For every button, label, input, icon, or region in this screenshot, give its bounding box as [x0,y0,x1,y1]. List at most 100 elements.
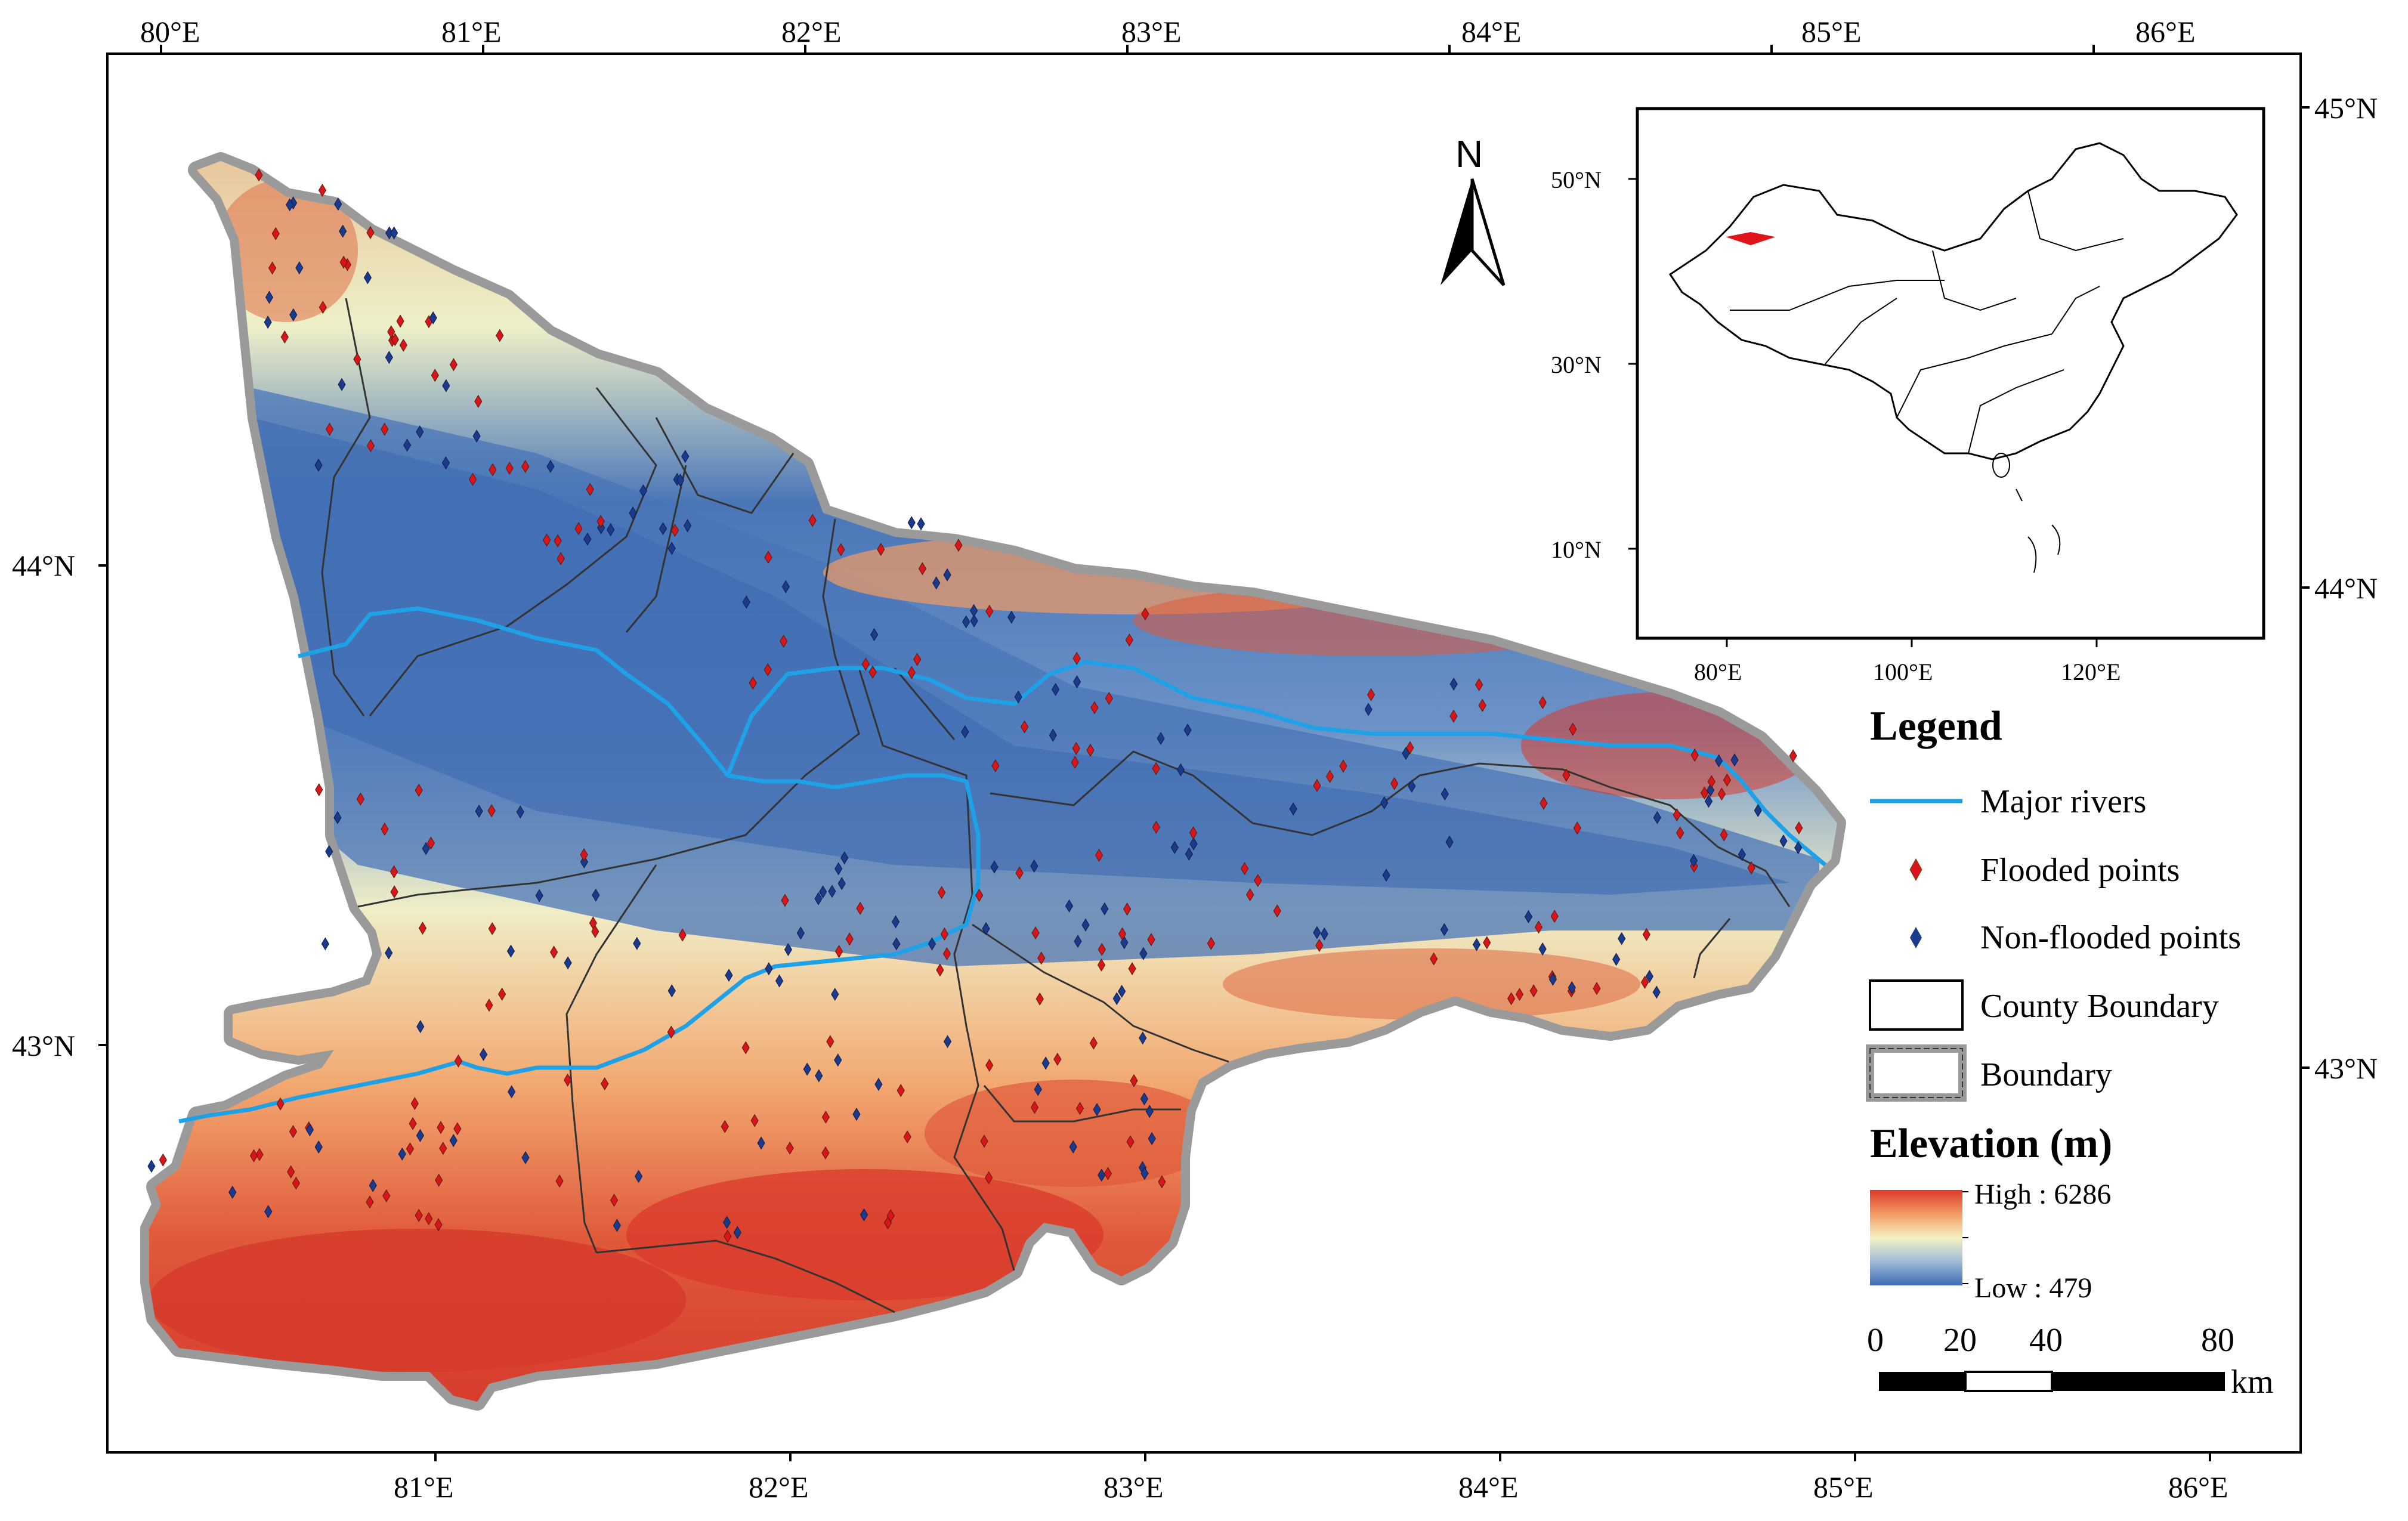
legend-item-label: Boundary [1980,1056,2112,1093]
non-flooded-point [334,197,342,211]
non-flooded-point [1069,1140,1077,1154]
non-flooded-point [1112,992,1121,1006]
flooded-point [918,562,927,576]
non-flooded-point [932,576,941,590]
flooded-point [366,225,375,239]
flooded-point [399,338,407,352]
flooded-point [845,932,854,946]
flooded-point [1676,826,1684,840]
flooded-point [991,759,1000,772]
non-flooded-point [449,1134,458,1148]
right-lat-label: 45°N [2314,91,2378,125]
flooded-point [764,551,772,564]
flooded-point [1325,769,1334,783]
flooded-point [780,635,788,648]
flooded-point [1562,768,1571,782]
non-flooded-point [1449,677,1458,691]
non-flooded-point [479,1047,488,1061]
non-flooded-point [398,1147,406,1161]
flooded-point [954,539,963,552]
non-flooded-point [286,198,294,212]
flooded-point [488,922,496,935]
flooded-point [574,522,583,536]
non-flooded-point [943,1035,952,1049]
flooded-point [292,1176,300,1190]
flooded-point [1515,988,1524,1001]
non-flooded-point [928,937,936,951]
non-flooded-point [1548,972,1557,986]
bottom-lon-label: 83°E [1103,1470,1164,1504]
flooded-point [907,666,916,679]
non-flooded-point [1145,1105,1154,1118]
flooded-point [366,1195,374,1209]
flooded-point [1037,951,1046,965]
non-flooded-point [1185,847,1193,861]
non-flooded-point [1093,1103,1101,1117]
non-flooded-point [725,969,733,982]
flooded-point [861,657,870,671]
flooded-point [255,168,263,182]
flooded-point [1152,820,1160,834]
flooded-point [391,333,399,347]
non-flooded-point [506,944,515,958]
flooded-point [808,514,817,527]
non-flooded-point [1645,970,1653,983]
flooded-point [271,227,280,240]
study-area-highlight [1726,231,1776,246]
flooded-point [339,255,348,269]
non-flooded-point [1189,837,1198,851]
right-lat-label: 44°N [2314,571,2378,605]
non-flooded-point [917,517,925,531]
flooded-point [1339,759,1347,773]
non-flooded-point [970,604,978,617]
flooded-point [431,369,439,382]
flooded-point [1538,695,1547,709]
non-flooded-point [860,1208,868,1222]
flooded-point [159,1153,167,1167]
flooded-point [289,1125,298,1139]
flooded-point [1569,722,1577,736]
non-flooded-point [1170,840,1179,854]
non-flooded-point [840,851,849,865]
non-flooded-point [264,1205,273,1219]
non-flooded-point [1568,981,1576,994]
non-flooded-point [403,438,412,452]
flooded-point [1075,1102,1084,1115]
non-flooded-point [1472,938,1481,951]
flooded-point [940,928,948,941]
flooded-point [834,945,843,959]
top-lon-label: 83°E [1121,15,1182,48]
flooded-point [498,987,506,1001]
flooded-point [1475,678,1483,691]
flooded-point [396,314,404,328]
flooded-point [985,604,994,618]
county-boundaries [321,298,1791,1313]
non-flooded-point [874,1078,883,1091]
non-flooded-point [1704,794,1713,808]
flooded-point [381,823,389,836]
non-flooded-point [765,962,773,976]
non-flooded-point [1364,703,1373,716]
flooded-point [610,1194,619,1207]
flooded-point [410,1097,419,1111]
inset-lon-label: 100°E [1873,659,1933,685]
flooded-point [255,1148,264,1161]
flooded-point [1507,992,1516,1006]
flooded-point [936,963,944,977]
inset-lat-label: 30°N [1551,351,1602,378]
legend: Legend Major rivers Flooded points Non-f… [1866,703,2274,1401]
flooded-point [580,848,588,861]
flooded-point [1126,1135,1135,1149]
non-flooded-point [1794,841,1803,855]
non-flooded-point [583,532,592,546]
non-flooded-point [676,473,685,487]
flooded-point [1640,975,1649,989]
non-flooded-point [943,568,951,582]
flooded-point [1103,1167,1112,1180]
red-diamond-icon [1909,858,1922,882]
non-flooded-point [852,1108,861,1121]
flooded-point [1072,651,1081,665]
non-flooded-point [1139,1031,1147,1045]
non-flooded-point [1715,754,1723,768]
flooded-point [1690,749,1699,762]
